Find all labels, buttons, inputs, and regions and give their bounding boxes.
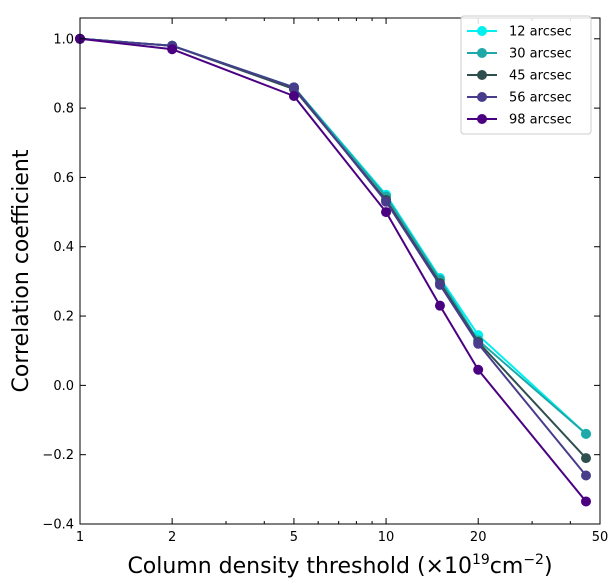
legend-item: 45 arcsec xyxy=(467,69,572,84)
data-point xyxy=(473,364,484,375)
y-tick-label: 1.0 xyxy=(53,32,74,47)
legend-label: 56 arcsec xyxy=(509,91,572,106)
legend: 12 arcsec 30 arcsec 45 arcsec 56 arcsec 98 a… xyxy=(460,15,592,135)
data-point xyxy=(580,470,591,481)
y-tick-label: 0.0 xyxy=(53,379,74,394)
x-tick-label: 20 xyxy=(470,530,487,545)
x-axis-label-unit: cm xyxy=(490,554,524,579)
y-axis-label: Correlation coefficient xyxy=(9,149,34,392)
legend-label: 30 arcsec xyxy=(509,47,572,62)
y-tick-label: −0.2 xyxy=(42,448,74,463)
series-4 xyxy=(75,33,591,507)
legend-marker xyxy=(477,114,487,124)
legend-item: 30 arcsec xyxy=(467,47,572,62)
legend-marker xyxy=(477,92,487,102)
x-tick-label: 10 xyxy=(378,530,395,545)
x-tick-label: 2 xyxy=(168,530,176,545)
data-point xyxy=(381,207,392,218)
x-axis-label-main: Column density threshold (×10 xyxy=(127,554,472,579)
x-axis-label-exponent-1: 19 xyxy=(472,552,490,568)
legend-label: 45 arcsec xyxy=(509,69,572,84)
data-point xyxy=(473,338,484,349)
data-point xyxy=(580,453,591,464)
legend-item: 12 arcsec xyxy=(467,25,572,40)
legend-item: 98 arcsec xyxy=(467,113,572,128)
ticks-layer: 1 2 5 10 20 50 −0.4 −0.2 0.0 0.2 0.4 0.6 0.8 1.0 xyxy=(42,18,608,545)
y-tick-label: 0.6 xyxy=(53,171,74,186)
data-point xyxy=(580,428,591,439)
legend-marker xyxy=(477,48,487,58)
data-point xyxy=(288,90,299,101)
y-tick-label: 0.4 xyxy=(53,240,74,255)
x-tick-label: 1 xyxy=(76,530,84,545)
plot-frame xyxy=(79,17,601,525)
x-tick-label: 5 xyxy=(290,530,298,545)
legend-item: 56 arcsec xyxy=(467,91,572,106)
y-tick-label: 0.2 xyxy=(53,310,74,325)
x-axis-label-exponent-2: −2 xyxy=(523,552,544,568)
x-axis-label: Column density threshold (×1019cm−2) xyxy=(127,552,552,579)
data-point xyxy=(381,196,392,207)
data-point xyxy=(580,496,591,507)
legend-label: 98 arcsec xyxy=(509,113,572,128)
y-tick-label: 0.8 xyxy=(53,102,74,117)
data-point xyxy=(434,300,445,311)
legend-marker xyxy=(477,70,487,80)
data-point xyxy=(434,279,445,290)
legend-marker xyxy=(477,26,487,36)
legend-label: 12 arcsec xyxy=(509,25,572,40)
y-tick-label: −0.4 xyxy=(42,518,74,533)
x-tick-label: 50 xyxy=(592,530,609,545)
data-point xyxy=(167,44,178,55)
data-point xyxy=(288,82,299,93)
x-axis-label-end: ) xyxy=(544,554,553,579)
legend-box xyxy=(460,15,592,135)
plot-layer xyxy=(75,33,591,507)
